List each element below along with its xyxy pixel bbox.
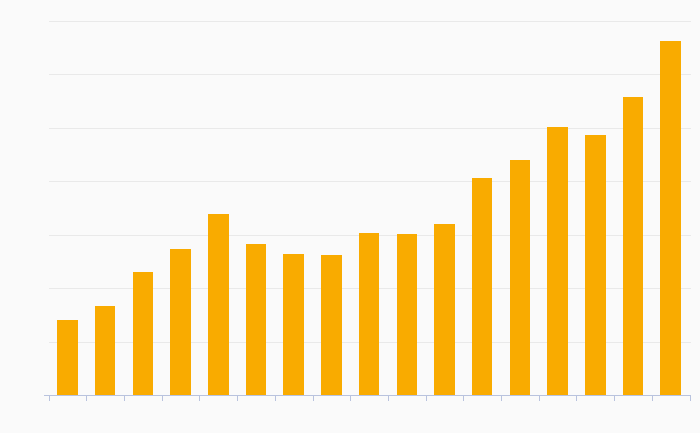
bar — [132, 272, 154, 395]
x-axis-tick — [501, 396, 503, 401]
x-axis-tick — [463, 396, 465, 401]
x-axis-tick — [199, 396, 201, 401]
bar — [283, 253, 304, 395]
bar — [245, 244, 267, 395]
x-axis-tick — [576, 396, 578, 401]
x-axis-tick — [237, 396, 239, 401]
bar — [57, 320, 78, 395]
x-axis-tick — [614, 396, 616, 401]
bar — [660, 41, 681, 395]
bar — [396, 233, 418, 395]
x-axis-tick — [86, 396, 88, 401]
bar — [434, 224, 455, 395]
x-axis-tick — [161, 396, 163, 401]
bar — [170, 248, 191, 395]
x-axis-tick — [124, 396, 126, 401]
bar — [622, 96, 644, 395]
bar — [547, 126, 568, 395]
gridline — [48, 21, 691, 22]
bar — [321, 255, 342, 395]
x-axis-tick — [350, 396, 352, 401]
x-axis-tick — [48, 396, 50, 401]
gridline — [48, 74, 691, 76]
gridline — [48, 127, 691, 129]
x-axis-line — [44, 395, 691, 396]
x-axis-tick — [651, 396, 653, 401]
gridline — [48, 181, 691, 183]
bar — [585, 135, 606, 395]
x-axis-tick — [538, 396, 540, 401]
x-axis-tick — [387, 396, 389, 401]
x-axis-tick — [689, 396, 691, 401]
bar — [509, 159, 531, 395]
bar — [94, 306, 116, 395]
bar — [208, 214, 229, 395]
bar — [471, 178, 493, 395]
bar — [358, 232, 380, 395]
x-axis-tick — [312, 396, 314, 401]
x-axis-tick — [425, 396, 427, 401]
x-axis-tick — [274, 396, 276, 401]
